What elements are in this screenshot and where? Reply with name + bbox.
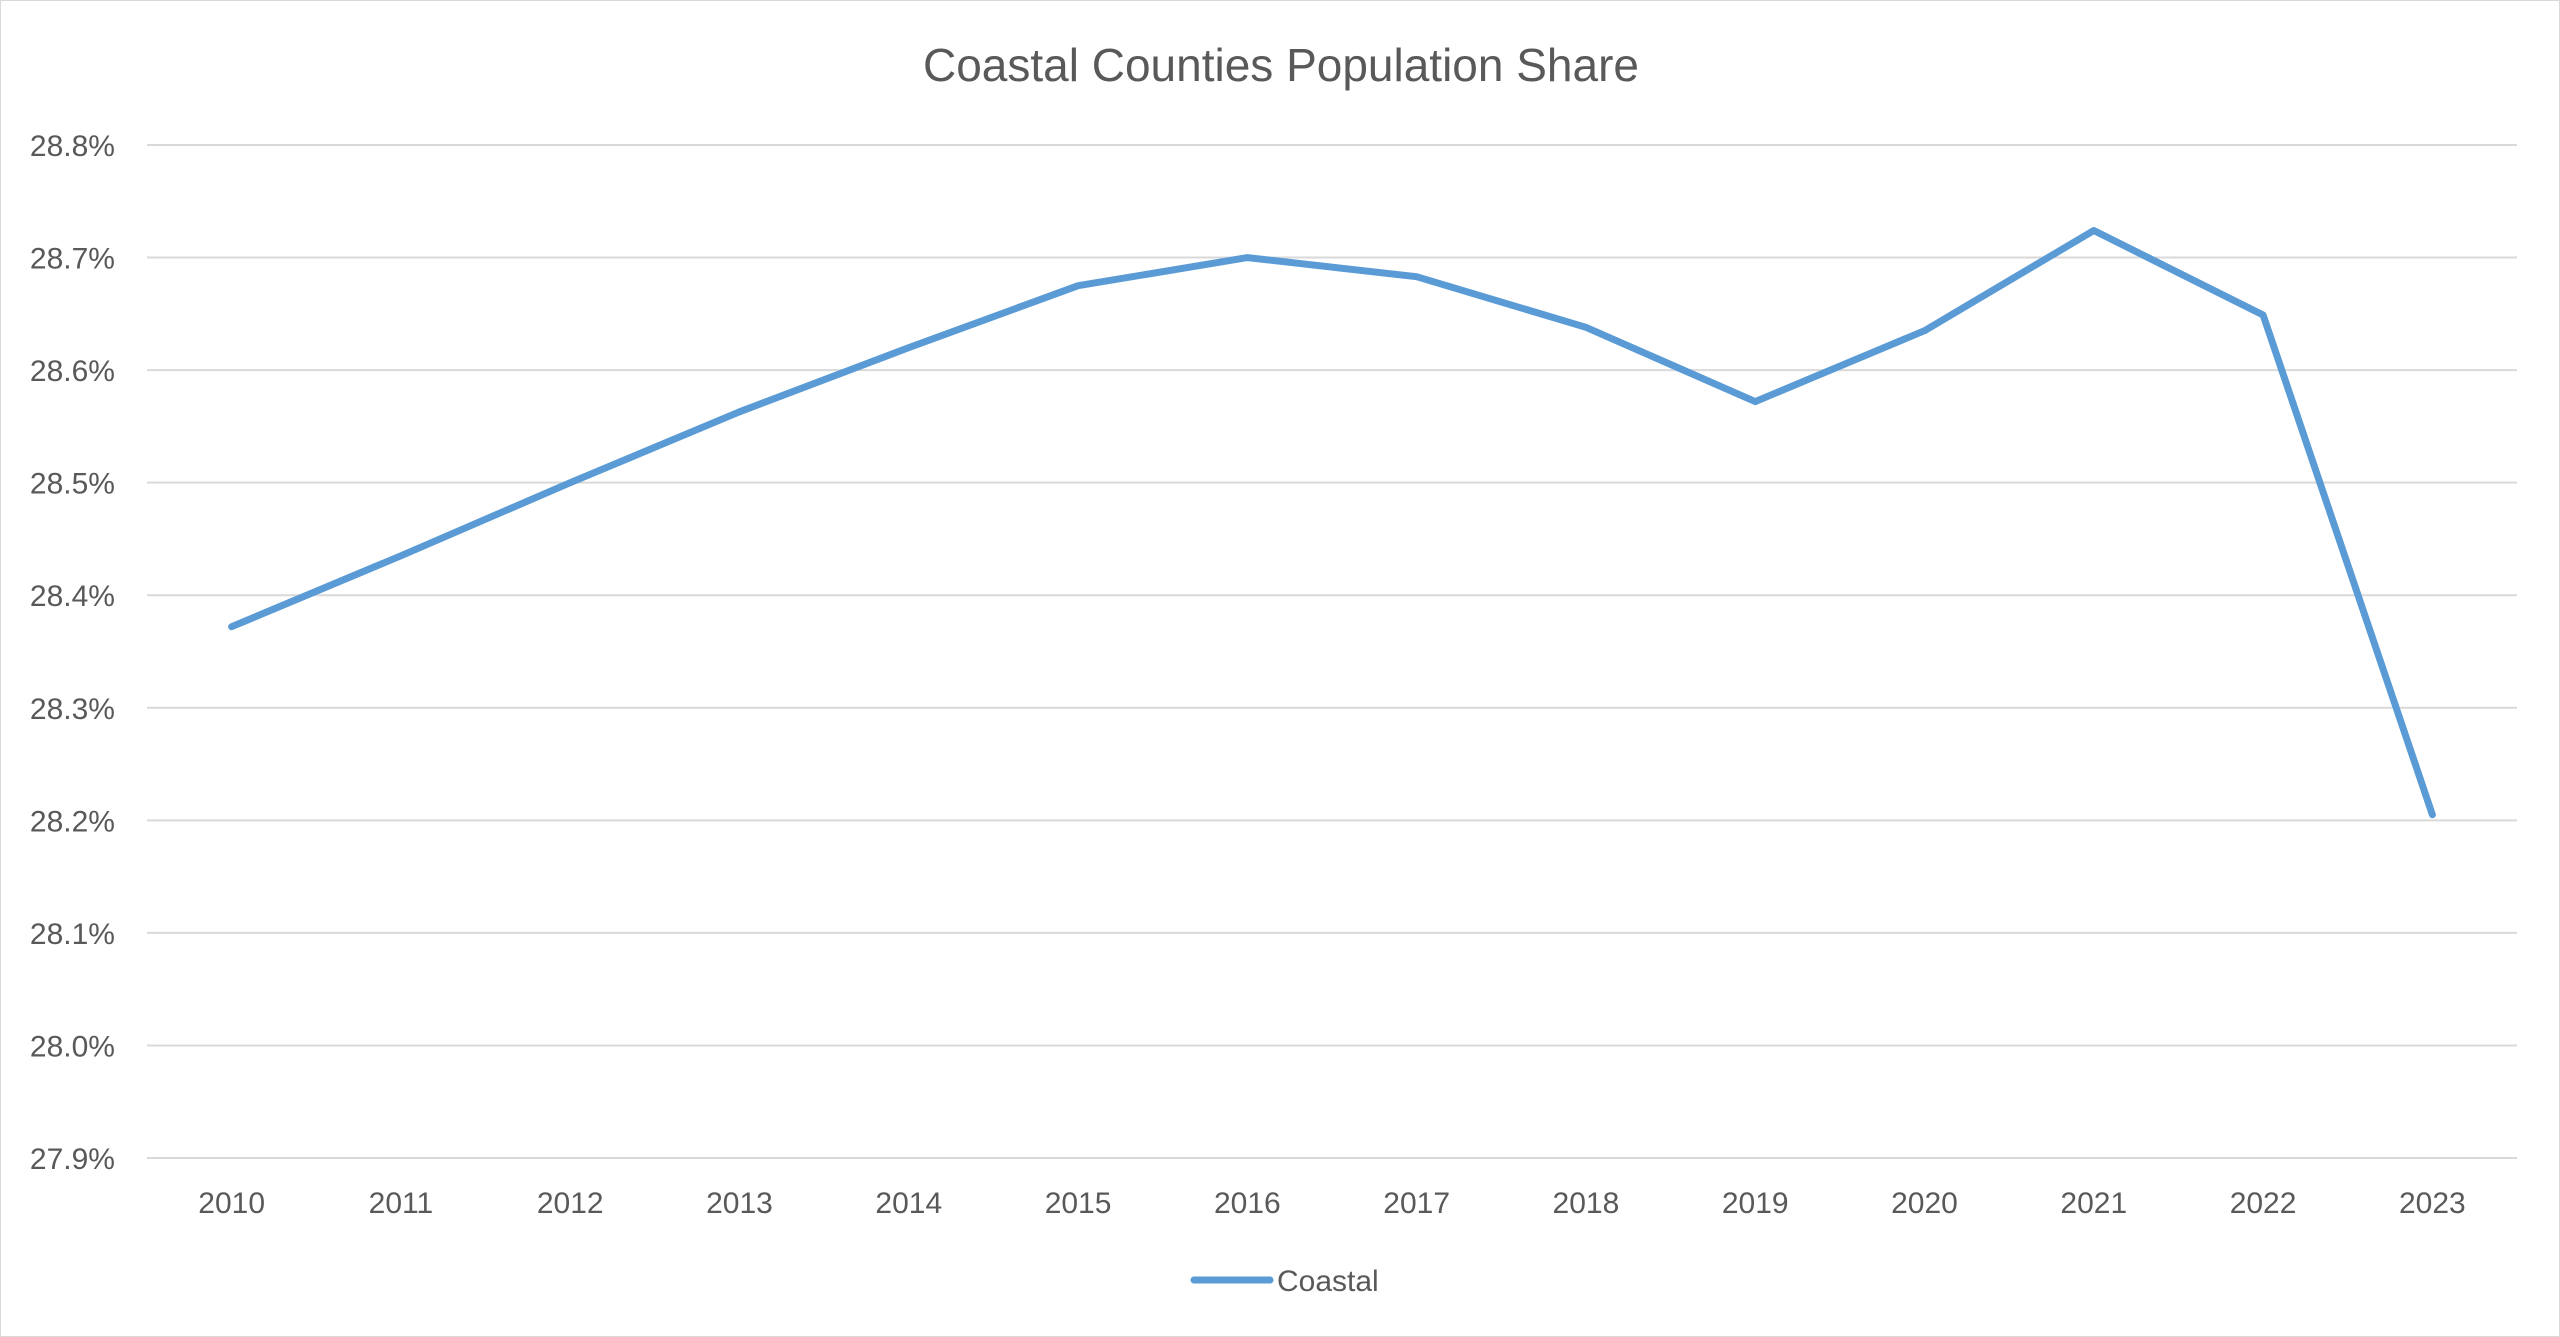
- x-tick-label: 2023: [2399, 1187, 2466, 1220]
- x-tick-label: 2013: [706, 1187, 773, 1220]
- y-tick-label: 28.2%: [30, 805, 115, 838]
- data-point: [1244, 254, 1251, 261]
- y-axis-tick-labels: 28.8% 28.7% 28.6% 28.5% 28.4% 28.3% 28.2% 28.1%…: [30, 130, 115, 1176]
- y-tick-label: 28.7%: [30, 243, 115, 276]
- data-point: [2429, 811, 2436, 818]
- data-point: [1582, 324, 1589, 331]
- data-point: [1075, 282, 1082, 289]
- x-tick-label: 2015: [1045, 1187, 1112, 1220]
- data-point: [1752, 398, 1759, 405]
- x-tick-label: 2016: [1214, 1187, 1281, 1220]
- y-tick-label: 28.4%: [30, 580, 115, 613]
- chart-title: Coastal Counties Population Share: [923, 39, 1639, 91]
- x-axis-tick-labels: 2010 2011 2012 2013 2014 2015 2016 2017 2018 2019…: [198, 1187, 2465, 1220]
- data-point: [1413, 273, 1420, 280]
- y-tick-label: 27.9%: [30, 1143, 115, 1176]
- legend-label-coastal: Coastal: [1277, 1265, 1379, 1298]
- data-point: [228, 623, 235, 630]
- y-tick-label: 28.1%: [30, 918, 115, 951]
- x-tick-label: 2017: [1383, 1187, 1450, 1220]
- x-tick-label: 2020: [1891, 1187, 1958, 1220]
- x-tick-label: 2012: [537, 1187, 604, 1220]
- x-tick-label: 2014: [875, 1187, 942, 1220]
- y-tick-label: 28.5%: [30, 468, 115, 501]
- x-tick-label: 2010: [198, 1187, 265, 1220]
- x-tick-label: 2019: [1722, 1187, 1789, 1220]
- data-point: [2090, 227, 2097, 234]
- y-tick-label: 28.8%: [30, 130, 115, 163]
- data-point: [567, 479, 574, 486]
- y-tick-label: 28.3%: [30, 693, 115, 726]
- data-point: [397, 552, 404, 559]
- series-line-coastal: [228, 227, 2436, 819]
- series-lines: [228, 227, 2436, 819]
- y-tick-label: 28.0%: [30, 1030, 115, 1063]
- x-tick-label: 2011: [369, 1187, 434, 1220]
- y-tick-label: 28.6%: [30, 355, 115, 388]
- data-point: [905, 344, 912, 351]
- data-point: [1921, 327, 1928, 334]
- x-tick-label: 2022: [2230, 1187, 2297, 1220]
- x-tick-label: 2021: [2060, 1187, 2127, 1220]
- data-point: [736, 408, 743, 415]
- gridlines: [147, 144, 2517, 1159]
- x-tick-label: 2018: [1553, 1187, 1620, 1220]
- data-point: [2260, 311, 2267, 318]
- legend: Coastal: [1190, 1265, 1379, 1298]
